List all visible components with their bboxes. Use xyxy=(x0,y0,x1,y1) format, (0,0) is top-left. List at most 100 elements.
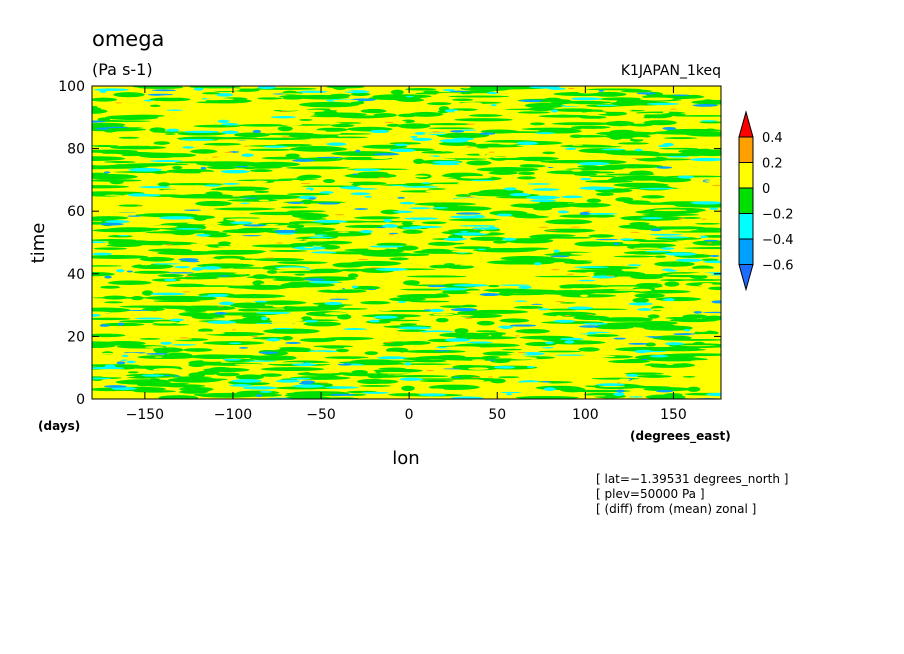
contour-streak-green xyxy=(182,348,213,352)
contour-streak-yellow xyxy=(662,111,670,114)
contour-streak-green xyxy=(573,315,610,321)
contour-streak-yellow xyxy=(239,240,264,242)
contour-streak-cyan xyxy=(496,213,513,217)
contour-streak-green xyxy=(137,86,184,89)
contour-streak-green xyxy=(604,120,635,127)
contour-streak-green xyxy=(694,222,721,225)
contour-streak-orange xyxy=(551,269,560,271)
contour-streak-green xyxy=(187,193,212,197)
contour-streak-cyan xyxy=(600,148,625,151)
contour-streak-yellow xyxy=(114,394,143,397)
contour-streak-green xyxy=(664,281,680,287)
colorbar-arrow-top xyxy=(738,110,754,138)
contour-streak-green xyxy=(139,256,175,262)
contour-streak-yellow xyxy=(306,351,329,355)
contour-streak-cyan xyxy=(393,143,410,146)
contour-streak-green xyxy=(295,94,350,100)
contour-streak-green xyxy=(663,338,721,341)
contour-streak-blue xyxy=(650,228,662,232)
contour-streak-blue xyxy=(373,153,400,156)
contour-streak-green xyxy=(643,120,677,126)
contour-streak-yellow xyxy=(694,235,702,239)
contour-streak-blue xyxy=(317,202,341,205)
contour-streak-cyan xyxy=(702,260,721,264)
contour-streak-green xyxy=(151,170,168,174)
contour-streak-blue xyxy=(273,229,298,233)
contour-streak-green xyxy=(513,215,549,219)
contour-streak-cyan xyxy=(350,192,371,196)
contour-streak-orange xyxy=(232,329,237,331)
contour-streak-green xyxy=(214,207,276,211)
contour-streak-orange xyxy=(546,229,558,231)
contour-streak-green xyxy=(380,209,401,215)
contour-streak-green xyxy=(601,317,654,322)
contour-streak-green xyxy=(357,171,389,176)
contour-streak-blue xyxy=(672,94,691,97)
contour-streak-blue xyxy=(530,303,543,305)
colorbar-arrow-bottom xyxy=(738,264,754,292)
contour-streak-green xyxy=(651,348,707,352)
contour-streak-blue xyxy=(595,238,619,241)
contour-streak-cyan xyxy=(650,355,669,358)
contour-streak-green xyxy=(127,371,139,374)
colorbar-box xyxy=(738,136,754,163)
contour-streak-green xyxy=(543,228,596,233)
contour-streak-yellow xyxy=(280,362,305,364)
contour-streak-yellow xyxy=(657,369,677,372)
contour-streak-blue xyxy=(397,196,406,199)
contour-streak-yellow xyxy=(497,142,519,145)
contour-streak-green xyxy=(342,156,368,161)
contour-streak-green xyxy=(443,356,464,359)
contour-streak-cyan xyxy=(289,377,312,380)
contour-streak-green xyxy=(647,314,660,319)
contour-streak-yellow xyxy=(653,209,688,212)
contour-streak-orange xyxy=(217,306,224,308)
contour-streak-yellow xyxy=(425,322,437,325)
contour-streak-green xyxy=(556,114,569,117)
contour-streak-green xyxy=(353,216,401,220)
contour-streak-green xyxy=(149,104,161,108)
contour-streak-cyan xyxy=(182,146,195,149)
contour-streak-green xyxy=(92,174,138,180)
contour-streak-green xyxy=(158,395,199,399)
contour-streak-green xyxy=(627,243,677,248)
contour-streak-cyan xyxy=(275,379,301,383)
contour-streak-cyan xyxy=(313,234,328,236)
contour-streak-yellow xyxy=(461,86,471,89)
contour-streak-green xyxy=(212,354,261,359)
contour-streak-green xyxy=(92,364,140,367)
contour-streak-green xyxy=(157,250,218,256)
contour-streak-yellow xyxy=(154,356,163,358)
contour-streak-green xyxy=(92,149,139,154)
contour-streak-orange xyxy=(566,273,575,275)
contour-streak-green xyxy=(476,320,495,326)
contour-streak-blue xyxy=(641,358,649,361)
x-tick-label: 150 xyxy=(660,407,687,423)
contour-streak-green xyxy=(505,238,554,244)
contour-streak-green xyxy=(427,102,452,106)
contour-streak-orange xyxy=(487,376,493,378)
contour-streak-green xyxy=(382,344,404,347)
contour-streak-green xyxy=(559,214,600,218)
contour-streak-cyan xyxy=(373,315,399,319)
contour-streak-green xyxy=(655,297,702,302)
contour-streak-green xyxy=(450,374,481,380)
contour-streak-green xyxy=(324,336,375,341)
contour-streak-yellow xyxy=(557,136,569,140)
contour-streak-green xyxy=(683,247,721,250)
contour-streak-green xyxy=(131,263,174,270)
contour-streak-blue xyxy=(104,275,112,279)
contour-streak-green xyxy=(671,356,702,361)
contour-streak-orange xyxy=(182,291,190,293)
contour-streak-yellow xyxy=(313,132,342,135)
contour-streak-blue xyxy=(354,208,369,210)
contour-streak-orange xyxy=(564,314,571,316)
contour-streak-green xyxy=(428,127,475,130)
contour-streak-green xyxy=(534,234,576,238)
contour-streak-cyan xyxy=(690,157,721,162)
contour-streak-yellow xyxy=(439,159,457,161)
contour-streak-green xyxy=(488,171,519,175)
contour-streak-green xyxy=(92,239,137,242)
contour-streak-cyan xyxy=(504,187,517,191)
